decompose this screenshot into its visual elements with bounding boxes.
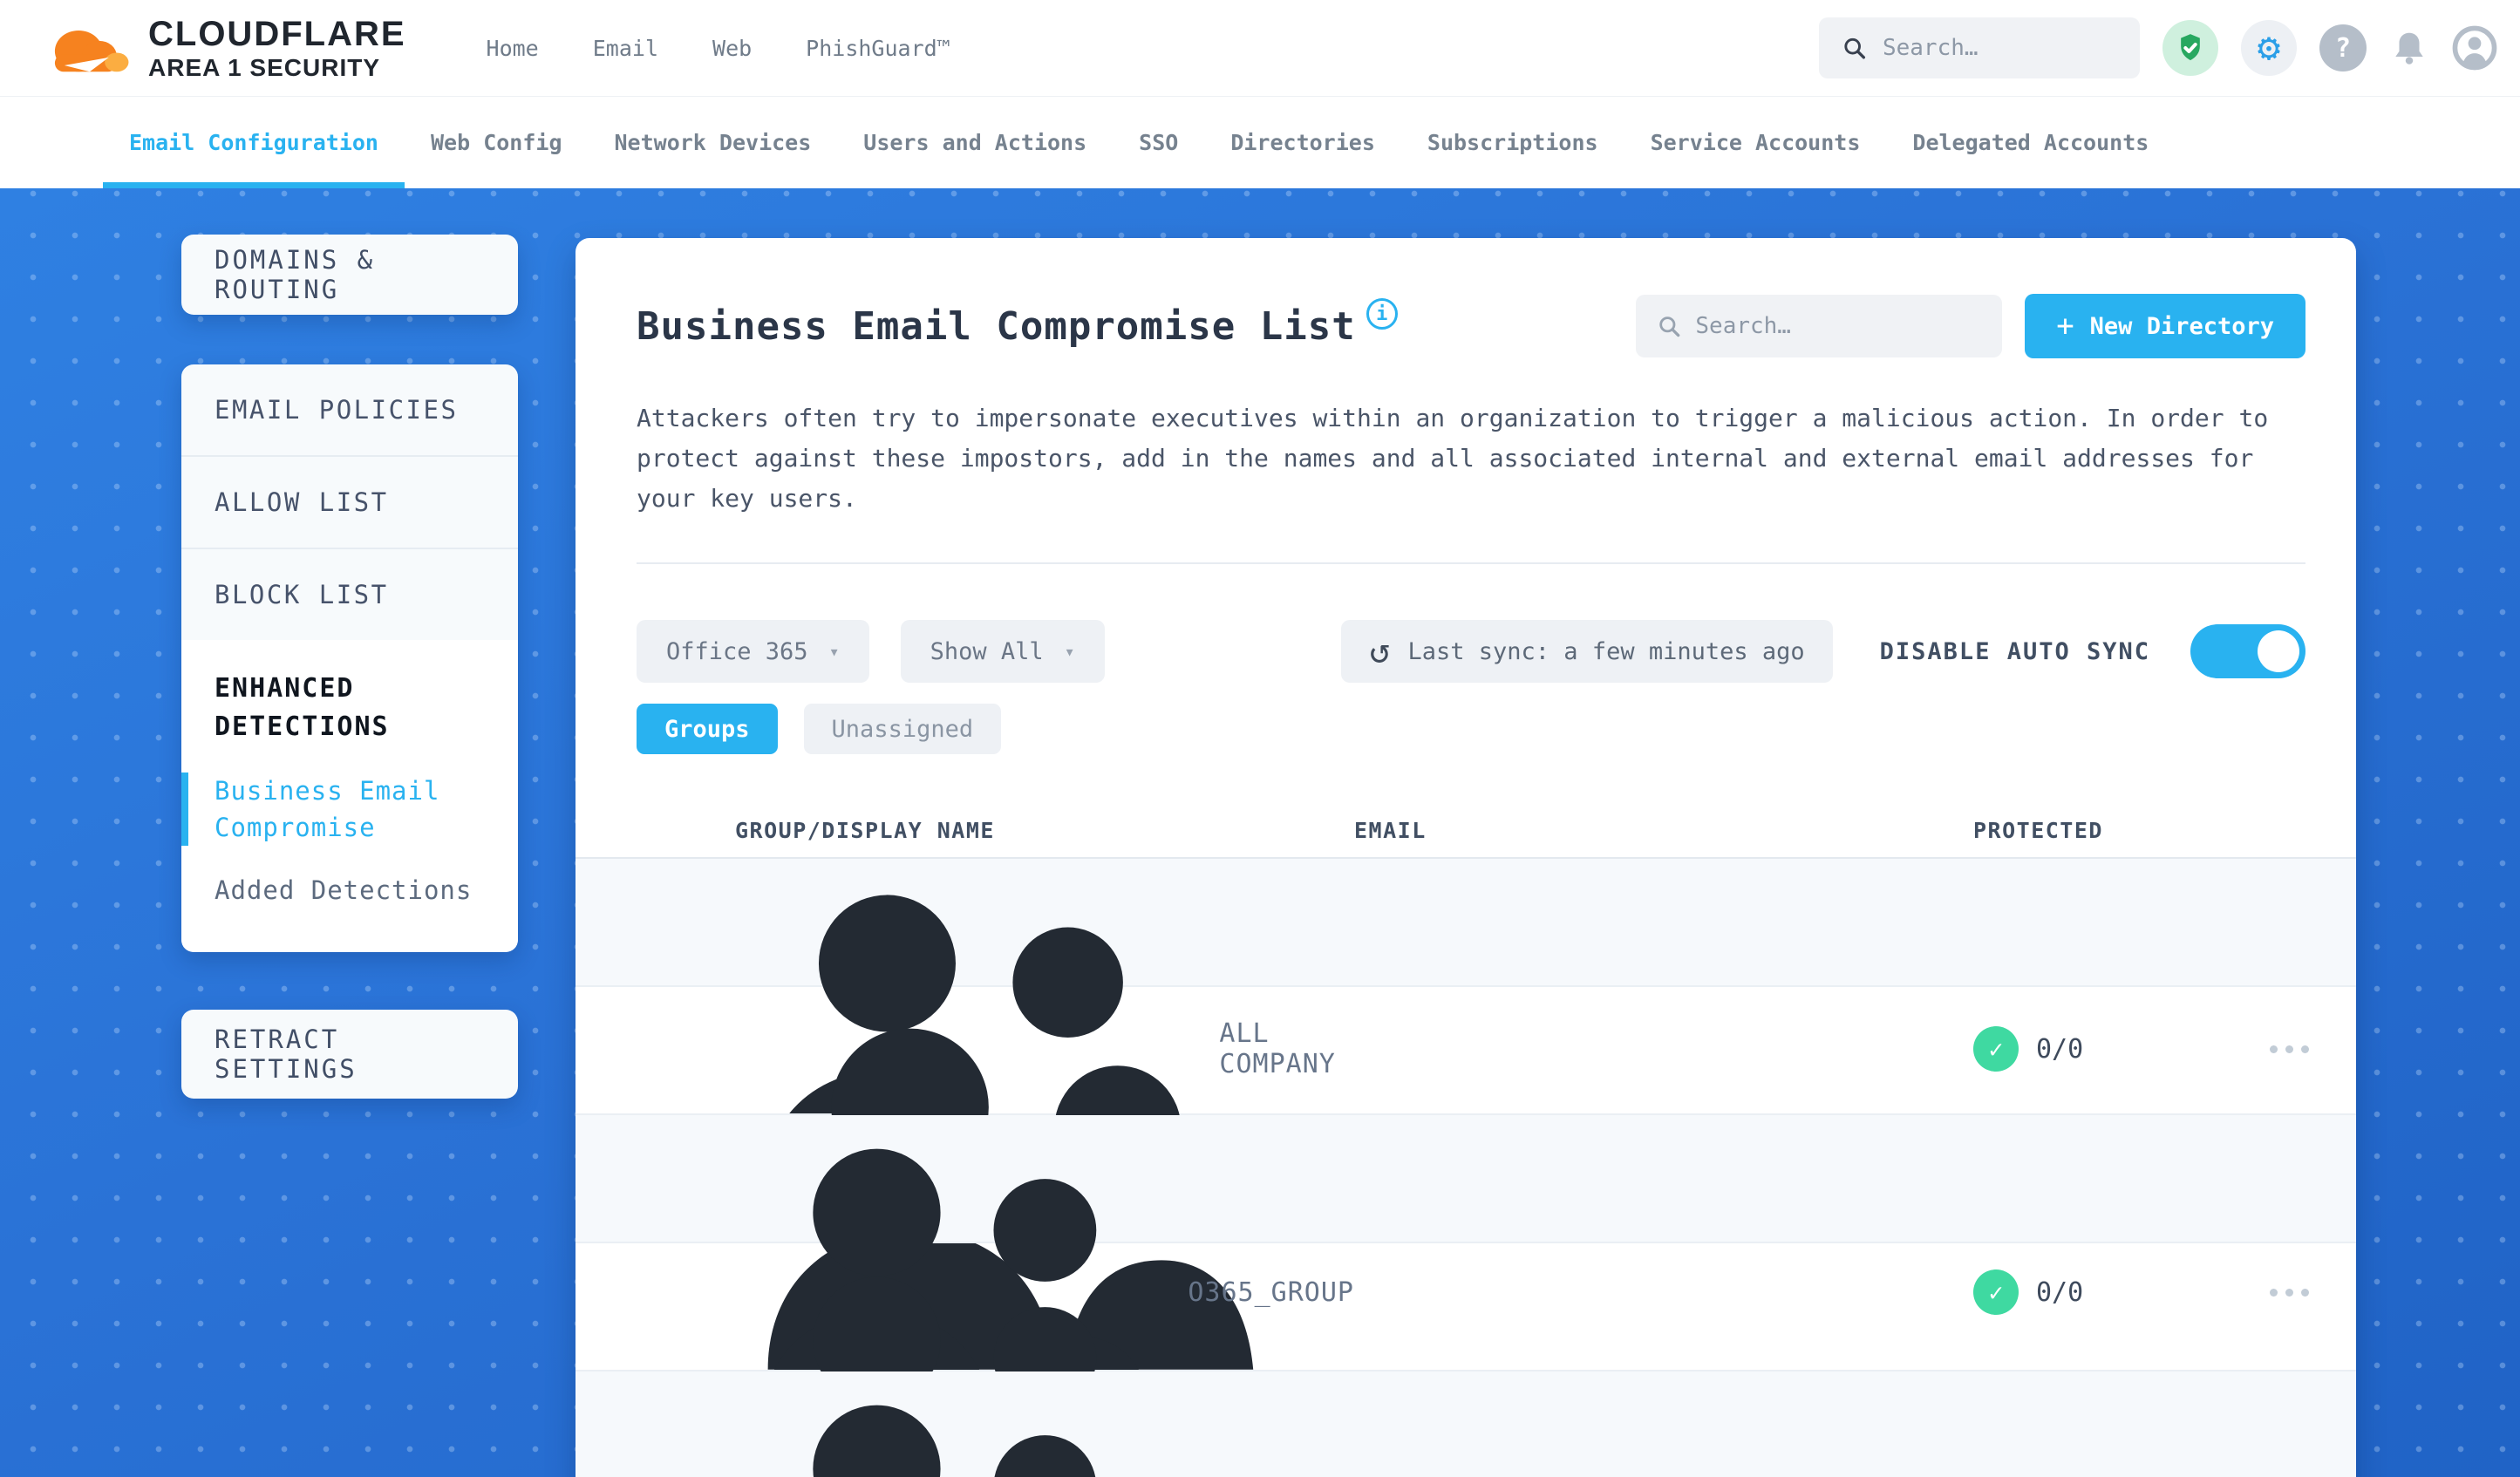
sidebar-item-added-detections[interactable]: Added Detections (215, 875, 473, 905)
auto-sync-toggle[interactable] (2190, 624, 2305, 678)
view-tabs: Groups Unassigned (637, 704, 2305, 754)
sidebar-item-block-list[interactable]: BLOCK LIST (215, 580, 389, 609)
new-directory-label: New Directory (2089, 312, 2274, 340)
protected-count: 0/0 (2036, 1276, 2084, 1308)
page-title: Business Email Compromise List (637, 303, 1356, 349)
chevron-down-icon: ▾ (828, 641, 840, 662)
protected-cell: ✓ 0/0 (1973, 1026, 2261, 1072)
panel-header: Business Email Compromise List i + New D… (637, 294, 2305, 358)
sidebar-item-business-email-compromise[interactable]: Business Email Compromise (181, 773, 518, 846)
tab-network-devices[interactable]: Network Devices (614, 129, 812, 155)
global-search-input[interactable] (1882, 35, 2117, 61)
sidebar-item-allow-list[interactable]: ALLOW LIST (215, 487, 389, 517)
show-filter-value: Show All (930, 637, 1044, 665)
settings-sidebar: DOMAINS & ROUTING EMAIL POLICIES ALLOW L… (181, 235, 518, 1099)
group-people-icon (813, 1405, 1096, 1477)
table-row: PILOTGROUP ✓ 0/0 (576, 1243, 2356, 1477)
brand-subtitle: AREA 1 SECURITY (148, 53, 381, 81)
refresh-icon: ↺ (1369, 631, 1391, 671)
email-policies-card: EMAIL POLICIES ALLOW LIST BLOCK LIST ENH… (181, 364, 518, 952)
chevron-down-icon: ▾ (1064, 641, 1075, 662)
tab-subscriptions[interactable]: Subscriptions (1427, 129, 1598, 155)
help-icon[interactable]: ? (2319, 24, 2367, 71)
table-row: ALL COMPANY ✓ 0/0 (576, 859, 2356, 1192)
bec-list-panel: Business Email Compromise List i + New D… (576, 238, 2356, 1477)
top-bar-actions: ⚙ ? (1819, 17, 2497, 78)
tab-directories[interactable]: Directories (1230, 129, 1375, 155)
nav-home[interactable]: Home (486, 35, 539, 61)
new-directory-button[interactable]: + New Directory (2025, 294, 2305, 358)
show-filter-select[interactable]: Show All ▾ (900, 620, 1105, 683)
tab-groups[interactable]: Groups (637, 704, 778, 754)
shield-check-icon[interactable] (2162, 20, 2218, 76)
filters-row: Office 365 ▾ Show All ▾ ↺ Last sync: a f… (637, 620, 2305, 683)
row-menu-button[interactable] (2261, 1372, 2356, 1477)
divider (181, 548, 518, 549)
page-background: DOMAINS & ROUTING EMAIL POLICIES ALLOW L… (0, 188, 2520, 1477)
tab-unassigned[interactable]: Unassigned (803, 704, 1002, 754)
search-icon (1659, 316, 1680, 337)
plus-icon: + (2056, 309, 2074, 344)
sidebar-item-retract-settings[interactable]: RETRACT SETTINGS (181, 1010, 518, 1099)
groups-table: GROUP/DISPLAY NAME EMAIL PROTECTED ALL C… (576, 803, 2356, 1477)
row-menu-button[interactable] (2261, 859, 2356, 1239)
nav-web[interactable]: Web (712, 35, 753, 61)
tab-web-config[interactable]: Web Config (430, 129, 562, 155)
primary-nav: Home Email Web PhishGuard™ (487, 36, 950, 61)
group-name-cell: PILOTUSERS (700, 1372, 1354, 1477)
protected-count: 0/0 (2036, 1033, 2084, 1065)
search-icon (1844, 37, 1866, 59)
directory-select[interactable]: Office 365 ▾ (637, 620, 869, 683)
account-subnav: Email Configuration Web Config Network D… (0, 96, 2520, 188)
page-description: Attackers often try to impersonate execu… (637, 404, 2269, 513)
last-sync-text: Last sync: a few minutes ago (1407, 637, 1805, 665)
nav-email[interactable]: Email (592, 35, 659, 61)
directory-search-input[interactable] (1695, 313, 1982, 339)
table-row: › PILOTUSERS − 0/1 (576, 1372, 2356, 1477)
tab-users-and-actions[interactable]: Users and Actions (863, 129, 1087, 155)
tab-service-accounts[interactable]: Service Accounts (1650, 129, 1861, 155)
table-row: LIST ✓ 0/0 (576, 987, 2356, 1370)
global-search[interactable] (1819, 17, 2140, 78)
group-name: O365_GROUP (1188, 1276, 1354, 1308)
column-email: EMAIL (1354, 817, 1427, 843)
cloudflare-logo[interactable]: CLOUDFLARE AREA 1 SECURITY (45, 15, 406, 81)
tab-email-configuration[interactable]: Email Configuration (103, 97, 405, 188)
last-sync-button[interactable]: ↺ Last sync: a few minutes ago (1341, 620, 1833, 683)
tab-delegated-accounts[interactable]: Delegated Accounts (1912, 129, 2149, 155)
sidebar-item-domains-routing[interactable]: DOMAINS & ROUTING (181, 235, 518, 315)
protected-cell: ✓ 0/0 (1973, 1269, 2261, 1316)
directory-select-value: Office 365 (666, 637, 808, 665)
info-icon[interactable]: i (1366, 298, 1398, 330)
divider (637, 562, 2305, 564)
table-row: O365_GROUP ✓ 0/0 (576, 1115, 2356, 1426)
protected-ok-icon: ✓ (1973, 1026, 2019, 1072)
column-group-display-name: GROUP/DISPLAY NAME (735, 817, 995, 843)
sidebar-item-enhanced-detections[interactable]: ENHANCED DETECTIONS (215, 673, 390, 742)
column-protected: PROTECTED (1973, 817, 2103, 843)
directory-search[interactable] (1636, 295, 2003, 357)
brand-name: CLOUDFLARE (148, 14, 406, 53)
group-name: ALL COMPANY (1219, 1018, 1336, 1080)
top-bar: CLOUDFLARE AREA 1 SECURITY Home Email We… (0, 0, 2520, 96)
table-header: GROUP/DISPLAY NAME EMAIL PROTECTED (576, 803, 2356, 859)
protected-ok-icon: ✓ (1973, 1269, 2019, 1316)
enhanced-detections-section: ENHANCED DETECTIONS Business Email Compr… (181, 640, 518, 952)
auto-sync-label: DISABLE AUTO SYNC (1879, 637, 2150, 665)
user-avatar-icon[interactable] (2452, 25, 2497, 71)
divider (181, 455, 518, 457)
cloudflare-cloud-icon (54, 31, 129, 72)
tab-sso[interactable]: SSO (1139, 129, 1179, 155)
sidebar-item-email-policies[interactable]: EMAIL POLICIES (215, 395, 459, 425)
row-menu-button[interactable] (2261, 1115, 2356, 1469)
nav-phishguard[interactable]: PhishGuard™ (806, 35, 950, 61)
toggle-knob (2258, 630, 2299, 672)
notifications-bell-icon[interactable] (2389, 28, 2429, 68)
settings-gear-icon[interactable]: ⚙ (2241, 20, 2297, 76)
